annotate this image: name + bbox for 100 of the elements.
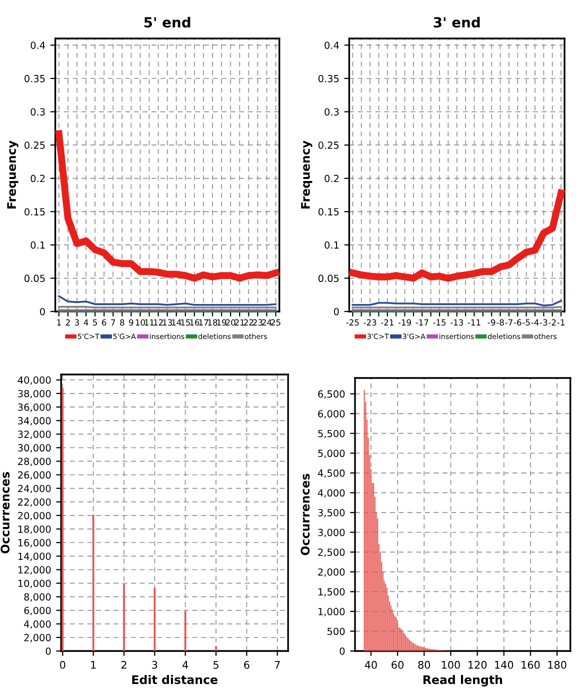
x-tick-label: 1 <box>91 661 96 669</box>
x-tick-label: 15 <box>181 319 190 326</box>
x-tick-label: 14 <box>172 319 182 326</box>
y-axis-title: Occurrences <box>0 472 10 554</box>
x-tick-label: 18 <box>208 319 218 326</box>
x-tick-label: 24 <box>262 319 272 326</box>
y-tick-label: 26,000 <box>18 471 51 480</box>
y-tick-label: 16,000 <box>18 539 51 548</box>
x-tick-label: 80 <box>418 660 430 669</box>
y-tick-label: 4,000 <box>24 620 51 629</box>
chart-title: 5' end <box>144 16 190 28</box>
x-axis-title: Read length <box>423 674 502 686</box>
x-tick-label: -17 <box>416 319 428 326</box>
y-tick-label: 6,000 <box>24 606 51 616</box>
y-axis-title: Occurrences <box>300 474 310 556</box>
x-tick-label: -15 <box>433 319 446 326</box>
y-tick-label: 10,000 <box>18 580 51 588</box>
y-tick-label: 0 <box>40 308 45 316</box>
x-tick-label: -4 <box>531 319 539 326</box>
y-tick-label: 30,000 <box>18 444 51 453</box>
y-tick-label: 1,000 <box>318 608 345 616</box>
y-tick-label: 34,000 <box>18 417 51 426</box>
x-tick-label: 4 <box>84 319 88 326</box>
y-tick-label: 18,000 <box>18 525 51 534</box>
x-axis-title: Edit distance <box>132 674 218 684</box>
y-tick-label: 4,000 <box>318 489 345 498</box>
y-tick-label: 3,000 <box>318 528 345 538</box>
x-tick-label: 19 <box>217 319 226 326</box>
x-tick-label: 0 <box>60 660 66 669</box>
y-tick-label: 28,000 <box>18 458 51 466</box>
y-tick-label: 0.3 <box>30 108 45 116</box>
y-tick-label: 0 <box>46 647 51 655</box>
x-tick-label: -25 <box>346 319 359 326</box>
y-tick-label: 2,000 <box>318 568 345 577</box>
y-tick-label: 4,500 <box>318 469 345 478</box>
chart-title: 3' end <box>434 16 480 28</box>
y-tick-label: 0.2 <box>30 174 45 182</box>
x-tick-label: 3 <box>152 660 158 669</box>
x-tick-label: -21 <box>381 319 394 326</box>
x-tick-label: 120 <box>468 660 487 669</box>
y-tick-label: 0.4 <box>324 42 339 49</box>
y-tick-label: 22,000 <box>18 498 51 507</box>
x-tick-label: 4 <box>182 661 188 669</box>
y-tick-label: 8,000 <box>24 593 51 602</box>
y-tick-label: 5,500 <box>318 430 345 438</box>
x-tick-label: 25 <box>271 319 280 326</box>
x-tick-label: 100 <box>442 660 460 669</box>
y-tick-label: 24,000 <box>18 484 51 494</box>
y-tick-label: 40,000 <box>18 376 51 385</box>
y-tick-label: 14,000 <box>18 552 51 561</box>
y-tick-label: 6,500 <box>318 390 345 399</box>
x-tick-label: 20 <box>226 319 236 326</box>
y-tick-label: 38,000 <box>18 390 51 398</box>
x-tick-label: 160 <box>522 660 540 669</box>
y-tick-label: 5,000 <box>318 450 345 458</box>
y-tick-label: 0.4 <box>30 42 46 49</box>
y-tick-label: 0.15 <box>318 208 339 216</box>
x-tick-label: -11 <box>468 319 480 326</box>
x-tick-label: 140 <box>495 660 514 669</box>
x-tick-label: 1 <box>57 319 61 326</box>
x-tick-label: -9 <box>488 319 496 326</box>
y-tick-label: 32,000 <box>18 430 51 439</box>
x-tick-label: 3 <box>74 319 79 326</box>
y-tick-label: 0.1 <box>324 241 339 249</box>
x-tick-label: 2 <box>66 319 70 326</box>
x-tick-label: -3 <box>540 319 548 326</box>
x-tick-label: 11 <box>144 319 154 326</box>
x-tick-label: 21 <box>234 319 244 326</box>
x-tick-label: -2 <box>548 319 556 326</box>
y-tick-label: 0 <box>340 647 345 655</box>
y-tick-label: 1,500 <box>318 588 345 596</box>
y-tick-label: 0.35 <box>24 74 45 82</box>
x-tick-label: -8 <box>496 319 504 326</box>
x-tick-label: 13 <box>162 319 172 326</box>
y-tick-label: 500 <box>327 628 345 636</box>
x-tick-label: 8 <box>120 319 124 326</box>
y-tick-label: 0.05 <box>24 274 45 282</box>
x-tick-label: -6 <box>514 319 522 326</box>
x-tick-label: 22 <box>244 319 254 326</box>
y-tick-label: 12,000 <box>18 566 51 574</box>
y-tick-label: 0.35 <box>318 74 339 82</box>
y-tick-label: 0.25 <box>24 142 45 149</box>
y-tick-label: 6,000 <box>318 410 345 418</box>
x-tick-label: 60 <box>392 660 404 669</box>
y-axis-title: Frequency <box>301 140 312 208</box>
x-tick-label: 17 <box>199 319 208 326</box>
x-tick-label: 12 <box>154 319 163 326</box>
x-tick-label: 7 <box>111 319 116 326</box>
x-tick-label: 180 <box>548 660 566 669</box>
x-tick-label: 9 <box>129 319 134 326</box>
x-tick-label: -19 <box>398 319 411 326</box>
y-tick-label: 0.25 <box>318 142 339 149</box>
x-tick-label: -23 <box>364 319 376 326</box>
x-tick-label: 7 <box>274 661 280 669</box>
y-tick-label: 2,000 <box>24 634 51 642</box>
y-tick-label: 0.05 <box>318 274 339 282</box>
y-tick-label: 2,500 <box>318 548 345 557</box>
x-tick-label: 2 <box>121 660 126 669</box>
x-tick-label: -13 <box>450 319 464 326</box>
y-tick-label: 0.2 <box>324 174 339 182</box>
